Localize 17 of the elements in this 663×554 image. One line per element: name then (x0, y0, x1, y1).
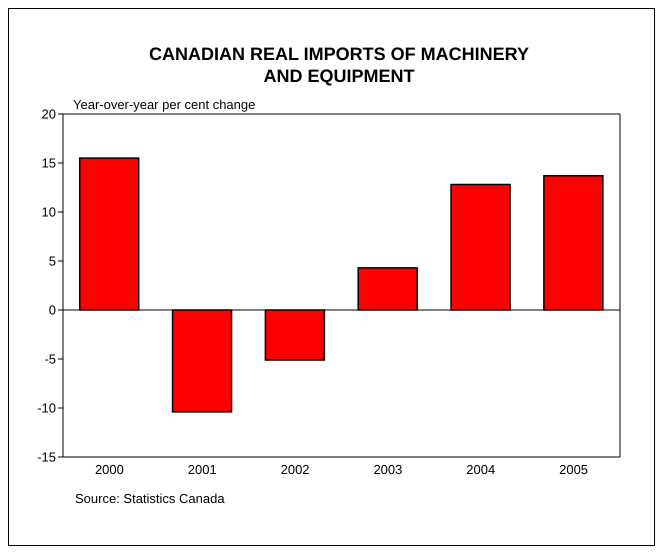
x-tick-label: 2003 (373, 462, 402, 478)
source-note: Source: Statistics Canada (75, 491, 225, 506)
x-tick-label: 2000 (94, 462, 124, 478)
y-tick-label: -5 (44, 352, 56, 367)
y-tick-label: 15 (42, 156, 56, 171)
y-tick-label: 10 (42, 204, 56, 220)
y-tick-label: 20 (42, 106, 56, 122)
x-tick-label: 2005 (559, 462, 588, 478)
x-tick-label: 2004 (466, 462, 496, 478)
y-tick-label: 0 (48, 302, 56, 318)
x-tick-label: 2002 (280, 462, 310, 478)
y-axis-title: Year-over-year per cent change (73, 97, 256, 112)
y-tick-label: 5 (48, 254, 56, 269)
y-tick-label: -15 (37, 450, 56, 465)
chart-title: CANADIAN REAL IMPORTS OF MACHINERY AND EQUIPMENT (148, 43, 530, 87)
x-tick-label: 2001 (188, 462, 217, 478)
y-tick-label: -10 (37, 400, 56, 416)
